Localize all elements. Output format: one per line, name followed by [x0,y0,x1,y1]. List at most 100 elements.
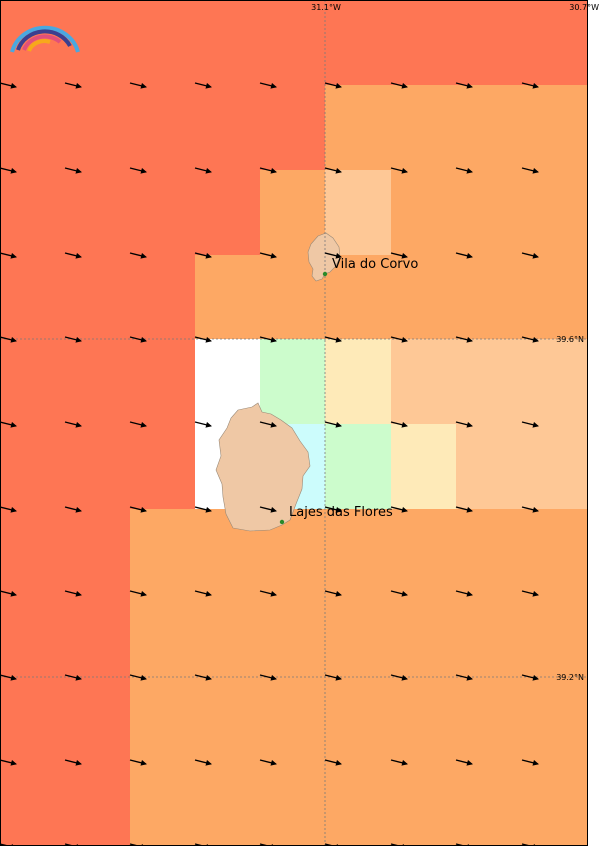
wind-arrow-icon [64,506,82,513]
grid-cell [260,339,326,425]
wind-arrow-icon [324,674,342,681]
wind-arrow-icon [521,674,539,681]
grid-cell [391,170,457,256]
grid-cell [456,170,523,256]
wind-arrow-icon [0,82,17,89]
wind-arrow-icon [521,506,539,513]
grid-cell [391,762,457,846]
wind-arrow-icon [64,843,82,846]
wind-arrow-icon [64,421,82,428]
wind-arrow-icon [455,252,473,259]
wind-arrow-icon [194,167,212,174]
grid-cell [0,170,66,256]
wind-arrow-icon [0,590,17,597]
grid-cell [456,0,523,86]
wind-arrow-icon [259,167,277,174]
grid-cell [522,677,588,763]
wind-arrow-icon [0,674,17,681]
wind-arrow-icon [129,506,147,513]
grid-cell [456,762,523,846]
grid-cell [522,255,588,340]
grid-cell [522,593,588,678]
wind-arrow-icon [390,759,408,766]
wind-arrow-icon [455,674,473,681]
wind-arrow-icon [324,167,342,174]
grid-cell [0,509,66,594]
lajes-das-flores-label: Lajes das Flores [289,505,393,520]
wind-arrow-icon [455,590,473,597]
grid-cell [522,339,588,425]
wind-arrow-icon [390,506,408,513]
grid-cell [391,255,457,340]
coordinate-labels: 31.1°W 30.7°W 39.6°N 39.2°N [311,3,599,682]
grid-cell [0,593,66,678]
grid-cell [325,255,392,340]
wind-arrow-icon [259,336,277,343]
grid-cell [195,85,261,171]
grid-cell [522,424,588,510]
grid-cell [195,593,261,678]
grid-cell [325,424,392,510]
wind-arrow-icon [390,590,408,597]
wind-arrow-icon [64,82,82,89]
wind-arrow-icon [194,674,212,681]
wind-arrow-icon [324,759,342,766]
grid-cell [65,170,131,256]
grid-cell [65,509,131,594]
grid-cell [522,762,588,846]
grid-cell [522,170,588,256]
grid-cell [0,85,66,171]
wind-arrow-icon [129,759,147,766]
grid-cell [65,593,131,678]
wind-arrow-icon [324,506,342,513]
wind-arrow-icon [324,843,342,846]
grid-cell [130,677,196,763]
wind-arrow-icon [129,82,147,89]
grid-cell [391,677,457,763]
grid-cell [130,170,196,256]
wind-arrow-icon [259,506,277,513]
grid-cell [195,255,261,340]
grid-cell [391,424,457,510]
graticule [0,0,587,846]
wind-arrow-icon [521,590,539,597]
wind-arrow-icon [64,590,82,597]
grid-cell [0,0,66,86]
wind-arrow-icon [259,590,277,597]
grid-cell [130,762,196,846]
wind-arrow-icon [259,843,277,846]
wind-arrow-icon [129,167,147,174]
wind-arrow-icon [390,421,408,428]
wind-arrow-icon [521,82,539,89]
wind-arrow-icon [129,590,147,597]
islands [215,232,341,532]
grid-cell [456,593,523,678]
wind-arrow-icon [390,843,408,846]
flores-island [215,402,311,532]
vila-do-corvo-label: Vila do Corvo [332,257,418,272]
wind-arrow-icon [194,82,212,89]
grid-cell [456,85,523,171]
grid-cell [65,424,131,510]
lajes-das-flores-dot [279,519,285,525]
wind-arrow-icon [324,336,342,343]
grid-cell [195,762,261,846]
grid-cell [65,762,131,846]
wind-arrow-icon [194,506,212,513]
wind-arrow-icon [129,674,147,681]
wind-arrow-icon [455,506,473,513]
wind-arrow-icon [390,674,408,681]
grid-cell [195,0,261,86]
grid-cell [260,593,326,678]
wind-arrow-icon [259,421,277,428]
grid-cell [260,85,326,171]
wind-arrow-icon [194,843,212,846]
grid-cell [325,677,392,763]
grid-cell [65,85,131,171]
lat-label-39-6n: 39.6°N [556,335,584,344]
grid-cell [456,424,523,510]
grid-cell [195,170,261,256]
grid-cell [456,255,523,340]
wind-arrow-icon [259,82,277,89]
